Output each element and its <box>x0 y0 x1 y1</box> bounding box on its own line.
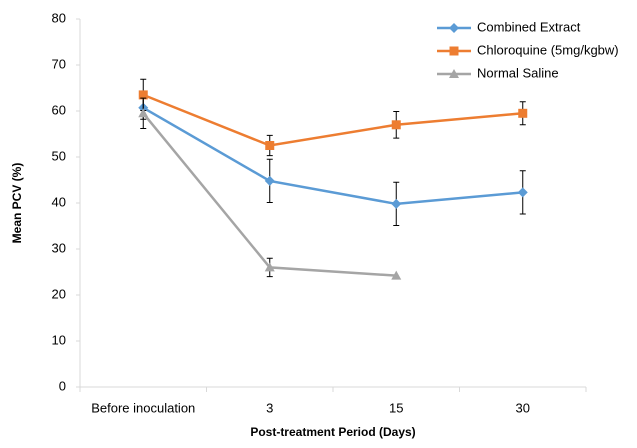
marker <box>391 198 402 209</box>
series-line <box>142 93 523 147</box>
x-tick-label: Before inoculation <box>91 400 195 415</box>
marker <box>138 108 149 118</box>
marker <box>391 120 401 130</box>
marker <box>264 175 275 186</box>
x-tick-label: 3 <box>266 400 273 415</box>
y-tick-label: 80 <box>52 10 66 25</box>
y-tick-label: 70 <box>52 56 66 71</box>
x-axis-title: Post-treatment Period (Days) <box>250 425 415 439</box>
y-tick-label: 50 <box>52 148 66 163</box>
legend-label: Chloroquine (5mg/kgbw) <box>477 42 619 57</box>
marker <box>265 141 275 150</box>
marker <box>449 69 459 78</box>
y-tick-label: 10 <box>52 332 66 347</box>
y-tick-label: 30 <box>52 240 66 255</box>
marker <box>517 187 528 198</box>
y-tick-label: 0 <box>59 378 66 393</box>
y-tick-label: 60 <box>52 102 66 117</box>
marker <box>264 262 275 272</box>
y-tick-label: 40 <box>52 194 66 209</box>
marker <box>138 90 148 100</box>
y-tick-label: 20 <box>52 286 66 301</box>
marker <box>518 108 528 118</box>
marker <box>449 46 459 56</box>
y-axis-title: Mean PCV (%) <box>10 163 24 244</box>
marker <box>391 270 402 280</box>
legend-label: Combined Extract <box>477 19 581 34</box>
series-line <box>142 106 523 206</box>
x-tick-label: 15 <box>389 400 403 415</box>
marker <box>449 23 459 33</box>
x-tick-label: 30 <box>516 400 530 415</box>
legend-label: Normal Saline <box>477 65 559 80</box>
